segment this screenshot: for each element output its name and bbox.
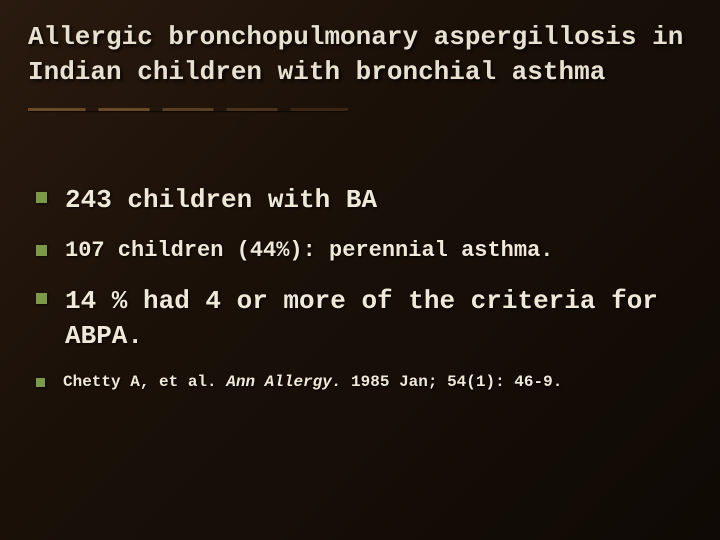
bullet-list: 243 children with BA 107 children (44%):… [28, 183, 692, 393]
square-bullet-icon [36, 378, 45, 387]
citation-suffix: 1985 Jan; 54(1): 46-9. [341, 373, 562, 391]
bullet-text: 14 % had 4 or more of the criteria for A… [65, 284, 692, 354]
square-bullet-icon [36, 293, 47, 304]
slide-title: Allergic bronchopulmonary aspergillosis … [28, 20, 692, 90]
square-bullet-icon [36, 245, 47, 256]
title-divider [28, 108, 348, 111]
square-bullet-icon [36, 192, 47, 203]
list-item: 107 children (44%): perennial asthma. [36, 236, 692, 266]
list-item: 14 % had 4 or more of the criteria for A… [36, 284, 692, 354]
citation-prefix: Chetty A, et al. [63, 373, 226, 391]
bullet-text: 107 children (44%): perennial asthma. [65, 236, 553, 266]
bullet-text: 243 children with BA [65, 183, 377, 218]
slide-container: Allergic bronchopulmonary aspergillosis … [0, 0, 720, 540]
list-item: 243 children with BA [36, 183, 692, 218]
citation-text: Chetty A, et al. Ann Allergy. 1985 Jan; … [63, 372, 562, 393]
list-item: Chetty A, et al. Ann Allergy. 1985 Jan; … [36, 372, 692, 393]
citation-journal: Ann Allergy. [226, 373, 341, 391]
